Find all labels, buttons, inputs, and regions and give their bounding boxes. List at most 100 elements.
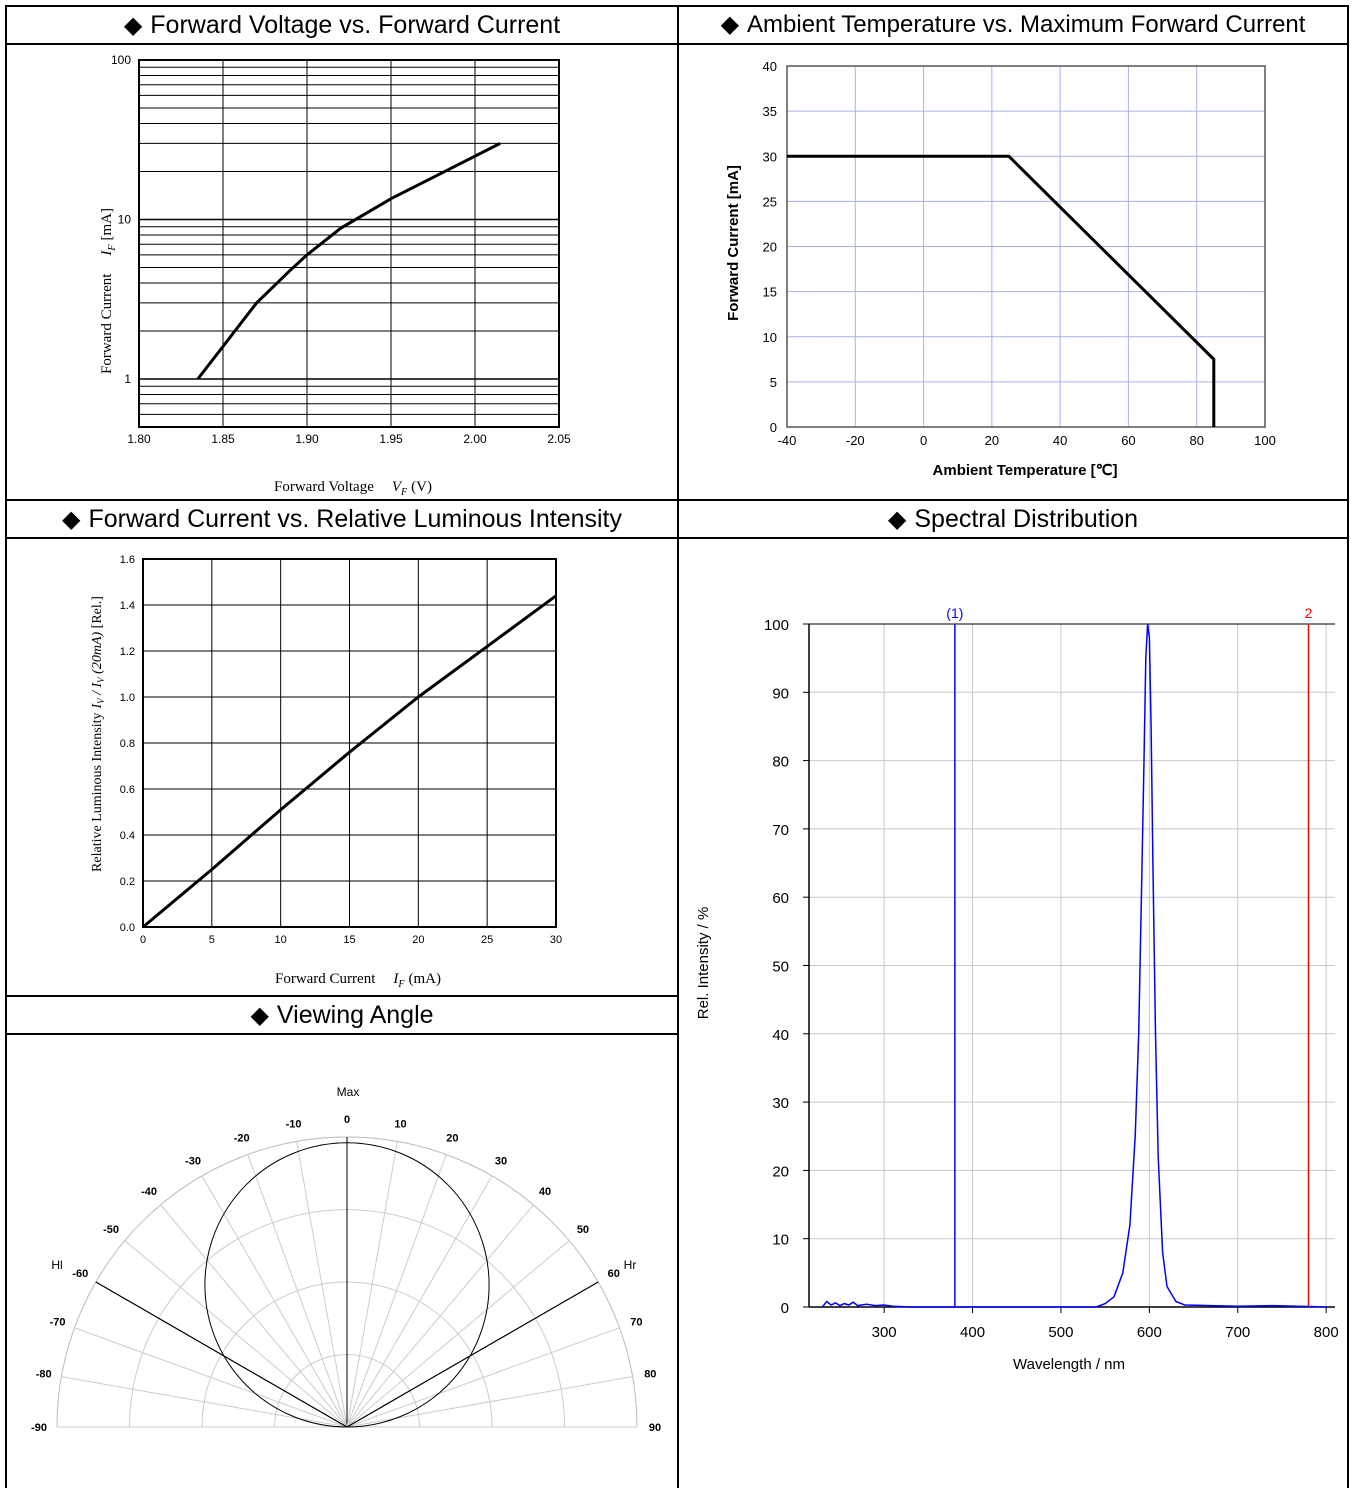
- c4-y-tick-label: 40: [772, 1027, 789, 1044]
- c3-x-tick-label: 0: [140, 934, 146, 946]
- header-ambient-temperature: ◆ Ambient Temperature vs. Maximum Forward…: [677, 5, 1349, 45]
- chart-vf-if: 1.80 1.85 1.90 1.95 2.00 2.05 1 10 100 Forward C…: [99, 53, 571, 498]
- c4-y-tick-label: 30: [772, 1095, 789, 1112]
- c4-marker-label: (1): [946, 605, 963, 621]
- c5-angle-tick-label: 0: [344, 1114, 350, 1126]
- c2-x-tick-label: -40: [778, 433, 797, 448]
- c5-hl-label: Hl: [51, 1258, 62, 1272]
- c2-y-tick-label: 35: [763, 104, 777, 119]
- c5-angle-tick-label: 30: [495, 1155, 507, 1167]
- c5-angle-tick-label: -80: [36, 1369, 52, 1381]
- diamond-bullet-icon: ◆: [720, 11, 740, 38]
- c5-grid-spoke: [296, 1141, 348, 1428]
- c1-xlabel: Forward Voltage VF (V): [274, 479, 432, 498]
- c5-angle-tick-label: -90: [31, 1422, 47, 1434]
- c1-x-tick-label: 2.05: [547, 432, 571, 446]
- c5-grid-spoke: [247, 1154, 348, 1428]
- c5-angle-tick-label: -60: [72, 1268, 88, 1280]
- c3-y-tick-label: 1.0: [120, 692, 135, 704]
- c5-angle-tick-label: 90: [649, 1422, 661, 1434]
- header-relative-luminous: ◆ Forward Current vs. Relative Luminous I…: [5, 499, 679, 539]
- c3-x-tick-label: 20: [412, 934, 424, 946]
- c4-y-tick-label: 80: [772, 754, 789, 771]
- c5-angle-tick-label: -40: [141, 1186, 157, 1198]
- c3-x-tick-label: 5: [209, 934, 215, 946]
- c5-angle-tick-label: -50: [103, 1224, 119, 1236]
- diamond-bullet-icon: ◆: [123, 12, 143, 39]
- c5-angle-tick-label: 80: [644, 1369, 656, 1381]
- c2-y-tick-label: 20: [763, 240, 777, 255]
- c3-x-tick-label: 30: [550, 934, 562, 946]
- c5-max-label: Max: [337, 1085, 360, 1099]
- c5-grid-spoke: [346, 1204, 534, 1428]
- c3-ylabel: Relative Luminous IntensityIV / IV (20mA…: [90, 596, 106, 872]
- c2-plot-frame: [786, 65, 1266, 428]
- c2-ticks: -40 -20 0 20 40 60 80 100 0 5 10 15 20 25 30 35 40: [763, 59, 1276, 448]
- c3-y-tick-label: 0.0: [120, 922, 135, 934]
- c5-hr-label: Hr: [624, 1258, 637, 1272]
- c1-series-line: [196, 142, 501, 380]
- c1-ylabel: Forward CurrentIF[mA]: [99, 208, 118, 374]
- c5-half-angle-left: [95, 1281, 348, 1428]
- frame-mid-left: [5, 537, 679, 997]
- c2-ylabel: Forward Current [mA]: [725, 165, 742, 321]
- c2-y-tick-label: 25: [763, 194, 777, 209]
- c2-xlabel: Ambient Temperature [℃]: [933, 462, 1118, 479]
- chart-ta-if: -40 -20 0 20 40 60 80 100 0 5 10 15 20 25 30 35 40 Forwa…: [725, 59, 1276, 479]
- c2-x-tick-label: 80: [1189, 433, 1203, 448]
- c3-x-tick-label: 25: [481, 934, 493, 946]
- c3-y-tick-label: 0.8: [120, 738, 135, 750]
- c4-x-tick-label: 800: [1314, 1324, 1339, 1341]
- c3-y-tick-label: 1.4: [120, 600, 135, 612]
- c5-grid-spoke: [346, 1141, 398, 1428]
- header-spectral: ◆ Spectral Distribution: [677, 499, 1349, 539]
- c3-series-line: [142, 594, 557, 929]
- c4-markers: (1) 2: [946, 605, 1313, 1307]
- diamond-bullet-icon: ◆: [887, 506, 907, 533]
- header-forward-voltage: ◆ Forward Voltage vs. Forward Current: [5, 5, 679, 45]
- c4-ylabel: Rel. Intensity / %: [695, 907, 712, 1020]
- c5-half-angle-right: [346, 1281, 599, 1428]
- c3-xlabel: Forward Current IF (mA): [275, 971, 441, 990]
- c2-y-tick-label: 15: [763, 285, 777, 300]
- c5-angle-labels: -90 -80 -70 -60 -50 -40 -30 -20 -10 0 10 20 30 40 50 60…: [31, 1114, 661, 1434]
- c2-x-tick-label: 60: [1121, 433, 1135, 448]
- c5-grid-spoke: [346, 1327, 620, 1428]
- c1-x-tick-label: 1.90: [295, 432, 319, 446]
- c2-y-tick-label: 0: [770, 420, 777, 435]
- c5-angle-tick-label: 70: [630, 1317, 642, 1329]
- c2-y-tick-label: 5: [770, 375, 777, 390]
- c1-ticks: 1.80 1.85 1.90 1.95 2.00 2.05 1 10 100: [111, 53, 571, 446]
- c1-y-tick-label: 100: [111, 53, 131, 67]
- c4-x-tick-label: 400: [960, 1324, 985, 1341]
- header-spectral-text: Spectral Distribution: [914, 505, 1139, 533]
- c4-y-tick-label: 60: [772, 890, 789, 907]
- c2-y-tick-label: 30: [763, 149, 777, 164]
- c5-angle-tick-label: 50: [577, 1224, 589, 1236]
- c4-y-tick-label: 10: [772, 1232, 789, 1249]
- header-ambient-temperature-text: Ambient Temperature vs. Maximum Forward …: [747, 11, 1306, 38]
- c2-x-tick-label: 40: [1053, 433, 1067, 448]
- c5-grid-spoke: [346, 1240, 570, 1428]
- c1-x-tick-label: 2.00: [463, 432, 487, 446]
- c4-xlabel: Wavelength / nm: [1013, 1356, 1125, 1373]
- c3-y-tick-label: 1.2: [120, 646, 135, 658]
- c1-grid: [138, 59, 560, 428]
- frame-bottom-left: [5, 1033, 679, 1488]
- c4-x-tick-label: 500: [1048, 1324, 1073, 1341]
- c4-grid: [803, 623, 1335, 1313]
- c1-x-tick-label: 1.80: [127, 432, 151, 446]
- c4-y-tick-label: 70: [772, 822, 789, 839]
- c2-series-line: [787, 154, 1216, 427]
- c5-grid-spoke: [201, 1175, 348, 1428]
- c4-ticks: 300 400 500 600 700 800 0 10 20 30 40 50 60 70 80 90 100: [764, 617, 1339, 1341]
- c5-angle-tick-label: -30: [185, 1155, 201, 1167]
- c2-grid: [786, 65, 1266, 428]
- header-relative-luminous-text: Forward Current vs. Relative Luminous In…: [88, 505, 622, 533]
- c2-x-tick-label: -20: [846, 433, 865, 448]
- c4-x-tick-label: 600: [1137, 1324, 1162, 1341]
- c4-y-tick-label: 90: [772, 685, 789, 702]
- c3-grid: [142, 558, 557, 928]
- c5-grid-spoke: [124, 1240, 348, 1428]
- c5-angle-tick-label: -10: [286, 1119, 302, 1131]
